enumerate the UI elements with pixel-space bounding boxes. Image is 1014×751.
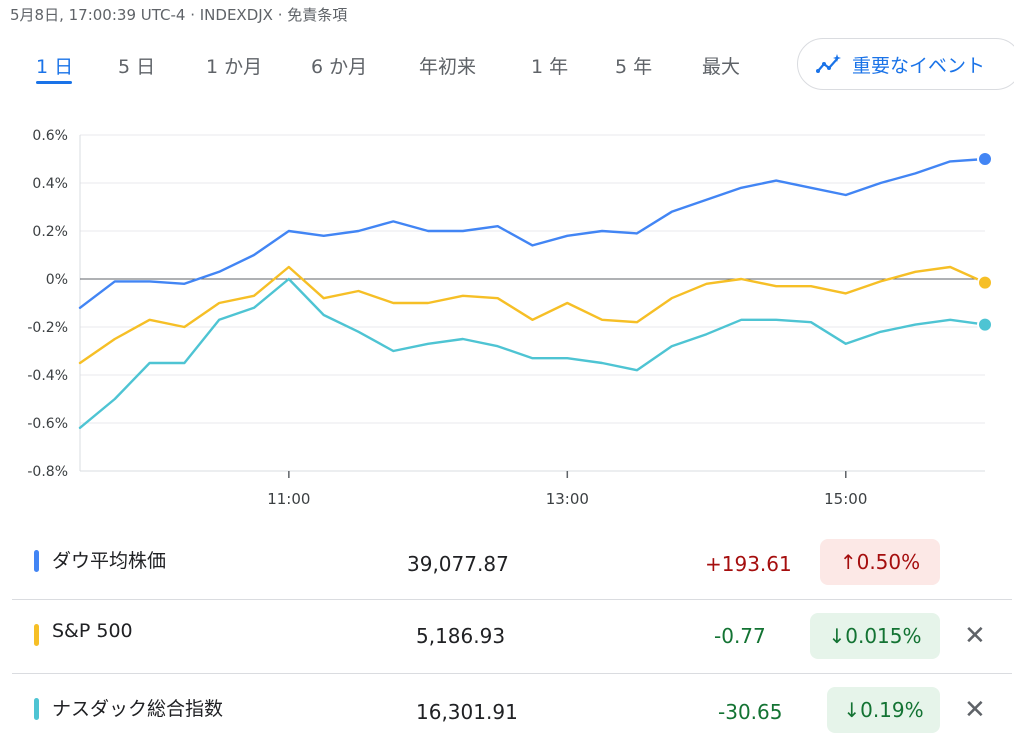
active-tab-indicator xyxy=(36,81,72,84)
index-row-dow[interactable]: ダウ平均株価 39,077.87 +193.61 ↑0.50% xyxy=(12,526,1012,600)
y-tick-label: 0.2% xyxy=(32,224,68,240)
tab-1-month[interactable]: 1 か月 xyxy=(206,56,263,78)
tab-5-year[interactable]: 5 年 xyxy=(615,56,653,78)
tab-ytd[interactable]: 年初来 xyxy=(419,56,477,78)
x-tick-label: 11:00 xyxy=(267,490,310,508)
tab-5-day[interactable]: 5 日 xyxy=(118,56,156,78)
index-change-percent-badge: ↓0.19% xyxy=(827,687,940,733)
x-tick-label: 13:00 xyxy=(546,490,589,508)
y-tick-label: -0.6% xyxy=(27,416,68,432)
tab-1-day[interactable]: 1 日 xyxy=(36,56,74,78)
index-name: S&P 500 xyxy=(52,620,133,642)
index-change: -0.77 xyxy=(714,624,766,648)
y-tick-label: -0.4% xyxy=(27,368,68,384)
index-change: -30.65 xyxy=(718,700,783,724)
tab-max[interactable]: 最大 xyxy=(702,56,741,78)
series-color-swatch xyxy=(34,698,39,720)
x-tick-label: 15:00 xyxy=(824,490,867,508)
series-line xyxy=(78,157,987,310)
index-price: 16,301.91 xyxy=(416,700,518,724)
trend-sparkle-icon xyxy=(816,54,841,73)
series-endpoint-marker xyxy=(977,274,993,291)
index-change-percent-badge: ↓0.015% xyxy=(810,613,940,659)
index-change: +193.61 xyxy=(705,552,792,576)
series-line xyxy=(78,277,987,429)
tab-6-month[interactable]: 6 か月 xyxy=(311,56,368,78)
index-price: 39,077.87 xyxy=(407,552,509,576)
chart-header: 5月8日, 17:00:39 UTC-4 · INDEXDJX · 免責条項 xyxy=(10,6,348,24)
series-endpoint-marker xyxy=(977,151,993,167)
index-row-sp500[interactable]: S&P 500 5,186.93 -0.77 ↓0.015% ✕ xyxy=(12,600,1012,674)
series-endpoint-marker xyxy=(977,316,993,333)
remove-series-button[interactable]: ✕ xyxy=(964,695,986,725)
remove-series-button[interactable]: ✕ xyxy=(964,621,986,651)
series-color-swatch xyxy=(34,550,39,572)
index-row-nasdaq[interactable]: ナスダック総合指数 16,301.91 -30.65 ↓0.19% ✕ xyxy=(12,674,1012,747)
series-line xyxy=(78,265,987,365)
range-tabs: 1 日 5 日 1 か月 6 か月 年初来 1 年 5 年 最大 xyxy=(0,40,1014,100)
y-tick-label: 0% xyxy=(46,272,68,288)
tab-1-year[interactable]: 1 年 xyxy=(531,56,569,78)
y-tick-label: -0.8% xyxy=(27,464,68,480)
index-name: ダウ平均株価 xyxy=(52,550,167,572)
index-name: ナスダック総合指数 xyxy=(52,698,224,720)
y-tick-label: 0.6% xyxy=(32,128,68,144)
y-tick-label: -0.2% xyxy=(27,320,68,336)
y-tick-label: 0.4% xyxy=(32,176,68,192)
series-color-swatch xyxy=(34,624,39,646)
index-change-percent-badge: ↑0.50% xyxy=(820,539,940,585)
index-price: 5,186.93 xyxy=(416,624,506,648)
key-events-button[interactable]: 重要なイベント xyxy=(797,38,1014,90)
key-events-label: 重要なイベント xyxy=(852,55,986,77)
index-comparison-chart: 0.6% 0.4% 0.2% 0% -0.2% -0.4% -0.6% -0.8% 11:00 1… xyxy=(27,128,993,508)
